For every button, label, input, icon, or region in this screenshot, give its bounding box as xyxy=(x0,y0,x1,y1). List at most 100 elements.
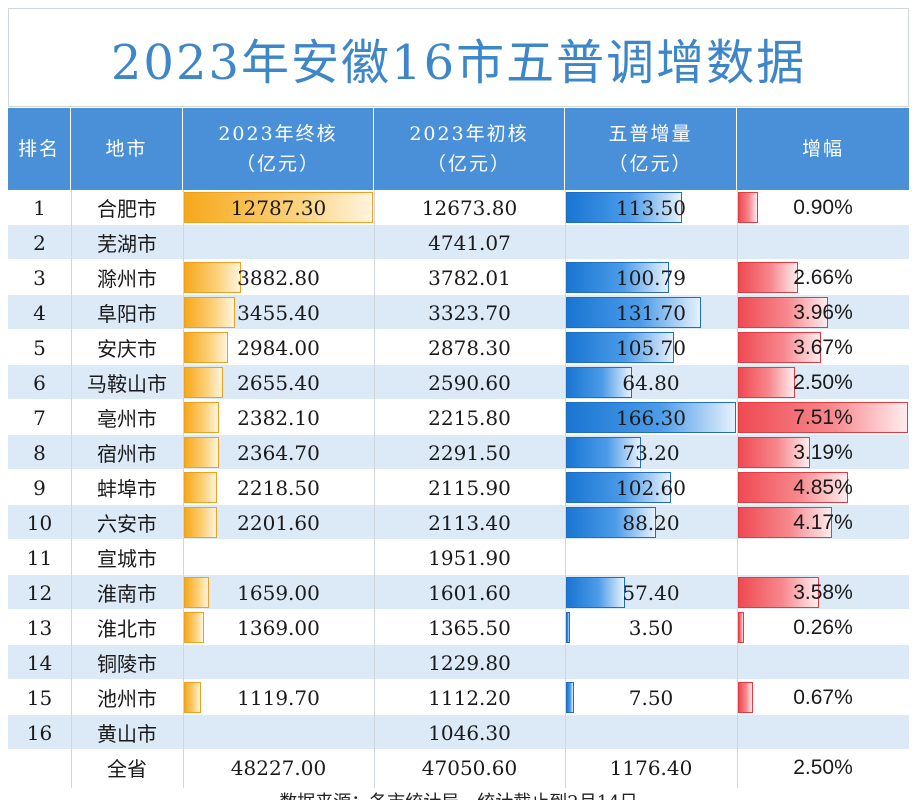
growth-value-cell: 4.17% xyxy=(793,510,853,534)
increase-value-bar xyxy=(566,297,701,328)
table-row: 4 阜阳市 3455.40 3323.70 131.70 3.96% xyxy=(8,295,909,330)
header-final-unit: （亿元） xyxy=(235,153,320,175)
initial-value-cell: 3323.70 xyxy=(428,300,511,325)
final-value-bar xyxy=(184,437,219,468)
increase-value-bar xyxy=(566,612,570,643)
rank-cell: 6 xyxy=(33,370,46,395)
rank-cell: 2 xyxy=(33,230,46,255)
increase-value-cell: 102.60 xyxy=(616,475,686,500)
city-cell: 铜陵市 xyxy=(97,652,157,676)
increase-value-cell xyxy=(565,645,737,680)
increase-value-bar xyxy=(566,472,671,503)
table-row: 15 池州市 1119.70 1112.20 7.50 0.67% xyxy=(8,680,909,715)
table-row: 7 亳州市 2382.10 2215.80 166.30 7.51% xyxy=(8,400,909,435)
final-value-cell: 12787.30 xyxy=(230,195,327,220)
total-row: 全省 48227.00 47050.60 1176.40 2.50% xyxy=(8,750,909,785)
increase-value-bar xyxy=(566,367,633,398)
increase-value-cell xyxy=(565,540,737,575)
city-cell: 安庆市 xyxy=(97,337,157,361)
growth-value-bar xyxy=(738,332,822,363)
rank-cell: 4 xyxy=(33,300,46,325)
increase-value-bar xyxy=(566,402,736,433)
increase-value-bar xyxy=(566,437,641,468)
initial-value-cell: 2115.90 xyxy=(428,475,511,500)
table-title: 2023年安徽16市五普调增数据 xyxy=(8,8,909,107)
city-cell: 亳州市 xyxy=(97,407,157,431)
increase-value-cell: 1176.40 xyxy=(609,755,693,780)
final-value-bar xyxy=(184,367,224,398)
growth-value-bar xyxy=(738,682,754,713)
final-value-cell xyxy=(183,540,374,575)
increase-value-cell: 7.50 xyxy=(628,685,674,710)
city-cell: 池州市 xyxy=(97,687,157,711)
initial-value-cell: 1951.90 xyxy=(428,545,511,570)
growth-value-cell xyxy=(737,225,909,260)
table-row: 9 蚌埠市 2218.50 2115.90 102.60 4.85% xyxy=(8,470,909,505)
initial-value-cell: 2878.30 xyxy=(428,335,511,360)
initial-value-cell: 2113.40 xyxy=(428,510,511,535)
city-cell: 宿州市 xyxy=(97,442,157,466)
final-value-cell: 1369.00 xyxy=(237,615,320,640)
rank-cell: 12 xyxy=(26,580,53,605)
table-row: 12 淮南市 1659.00 1601.60 57.40 3.58% xyxy=(8,575,909,610)
table-row: 14 铜陵市 1229.80 xyxy=(8,645,909,680)
growth-value-cell: 2.66% xyxy=(793,265,853,289)
final-value-cell: 2382.10 xyxy=(237,405,320,430)
table-row: 1 合肥市 12787.30 12673.80 113.50 0.90% xyxy=(8,190,909,225)
growth-value-bar xyxy=(738,507,833,538)
rank-cell: 9 xyxy=(33,475,46,500)
final-value-cell: 48227.00 xyxy=(230,755,327,780)
growth-value-cell: 3.96% xyxy=(793,300,853,324)
header-rank-label: 排名 xyxy=(17,138,60,160)
initial-value-cell: 1229.80 xyxy=(428,650,511,675)
rank-cell: 11 xyxy=(26,545,53,570)
header-city: 地市 xyxy=(71,108,183,190)
final-value-bar xyxy=(184,612,205,643)
final-value-cell: 2364.70 xyxy=(237,440,320,465)
table-row: 5 安庆市 2984.00 2878.30 105.70 3.67% xyxy=(8,330,909,365)
column-divider xyxy=(565,190,566,788)
increase-value-cell: 113.50 xyxy=(616,195,686,220)
final-value-cell: 2655.40 xyxy=(237,370,320,395)
final-value-bar xyxy=(184,682,201,713)
growth-value-bar xyxy=(738,297,828,328)
growth-value-cell xyxy=(737,540,909,575)
final-value-cell: 1119.70 xyxy=(237,685,320,710)
increase-value-cell xyxy=(565,715,737,750)
rank-cell: 15 xyxy=(26,685,53,710)
growth-value-cell xyxy=(737,645,909,680)
final-value-bar xyxy=(184,262,242,293)
increase-value-cell: 57.40 xyxy=(622,580,680,605)
growth-value-cell: 0.90% xyxy=(793,195,853,219)
growth-value-cell: 3.67% xyxy=(793,335,853,359)
growth-value-cell: 0.26% xyxy=(793,615,853,639)
header-increase-label: 五普增量 xyxy=(608,123,693,145)
growth-value-bar xyxy=(738,437,811,468)
increase-value-bar xyxy=(566,577,625,608)
increase-value-cell: 100.79 xyxy=(616,265,686,290)
initial-value-cell: 3782.01 xyxy=(428,265,511,290)
final-value-cell: 2218.50 xyxy=(237,475,320,500)
header-city-label: 地市 xyxy=(105,138,148,160)
rank-cell: 8 xyxy=(33,440,46,465)
increase-value-cell: 131.70 xyxy=(616,300,686,325)
header-initial-label: 2023年初核 xyxy=(409,123,529,145)
increase-value-bar xyxy=(566,507,657,538)
city-cell: 淮南市 xyxy=(97,582,157,606)
rank-cell: 14 xyxy=(26,650,53,675)
final-value-bar xyxy=(184,297,236,328)
growth-value-bar xyxy=(738,612,744,643)
table-row: 16 黄山市 1046.30 xyxy=(8,715,909,750)
final-value-bar xyxy=(184,507,217,538)
final-value-cell xyxy=(183,645,374,680)
increase-value-cell: 166.30 xyxy=(616,405,686,430)
header-initial: 2023年初核 （亿元） xyxy=(374,108,565,190)
growth-value-cell xyxy=(737,715,909,750)
city-cell: 芜湖市 xyxy=(97,232,157,256)
city-cell: 黄山市 xyxy=(97,722,157,746)
increase-value-bar xyxy=(566,332,675,363)
column-divider xyxy=(737,190,738,788)
table-row: 3 滁州市 3882.80 3782.01 100.79 2.66% xyxy=(8,260,909,295)
table-row: 8 宿州市 2364.70 2291.50 73.20 3.19% xyxy=(8,435,909,470)
